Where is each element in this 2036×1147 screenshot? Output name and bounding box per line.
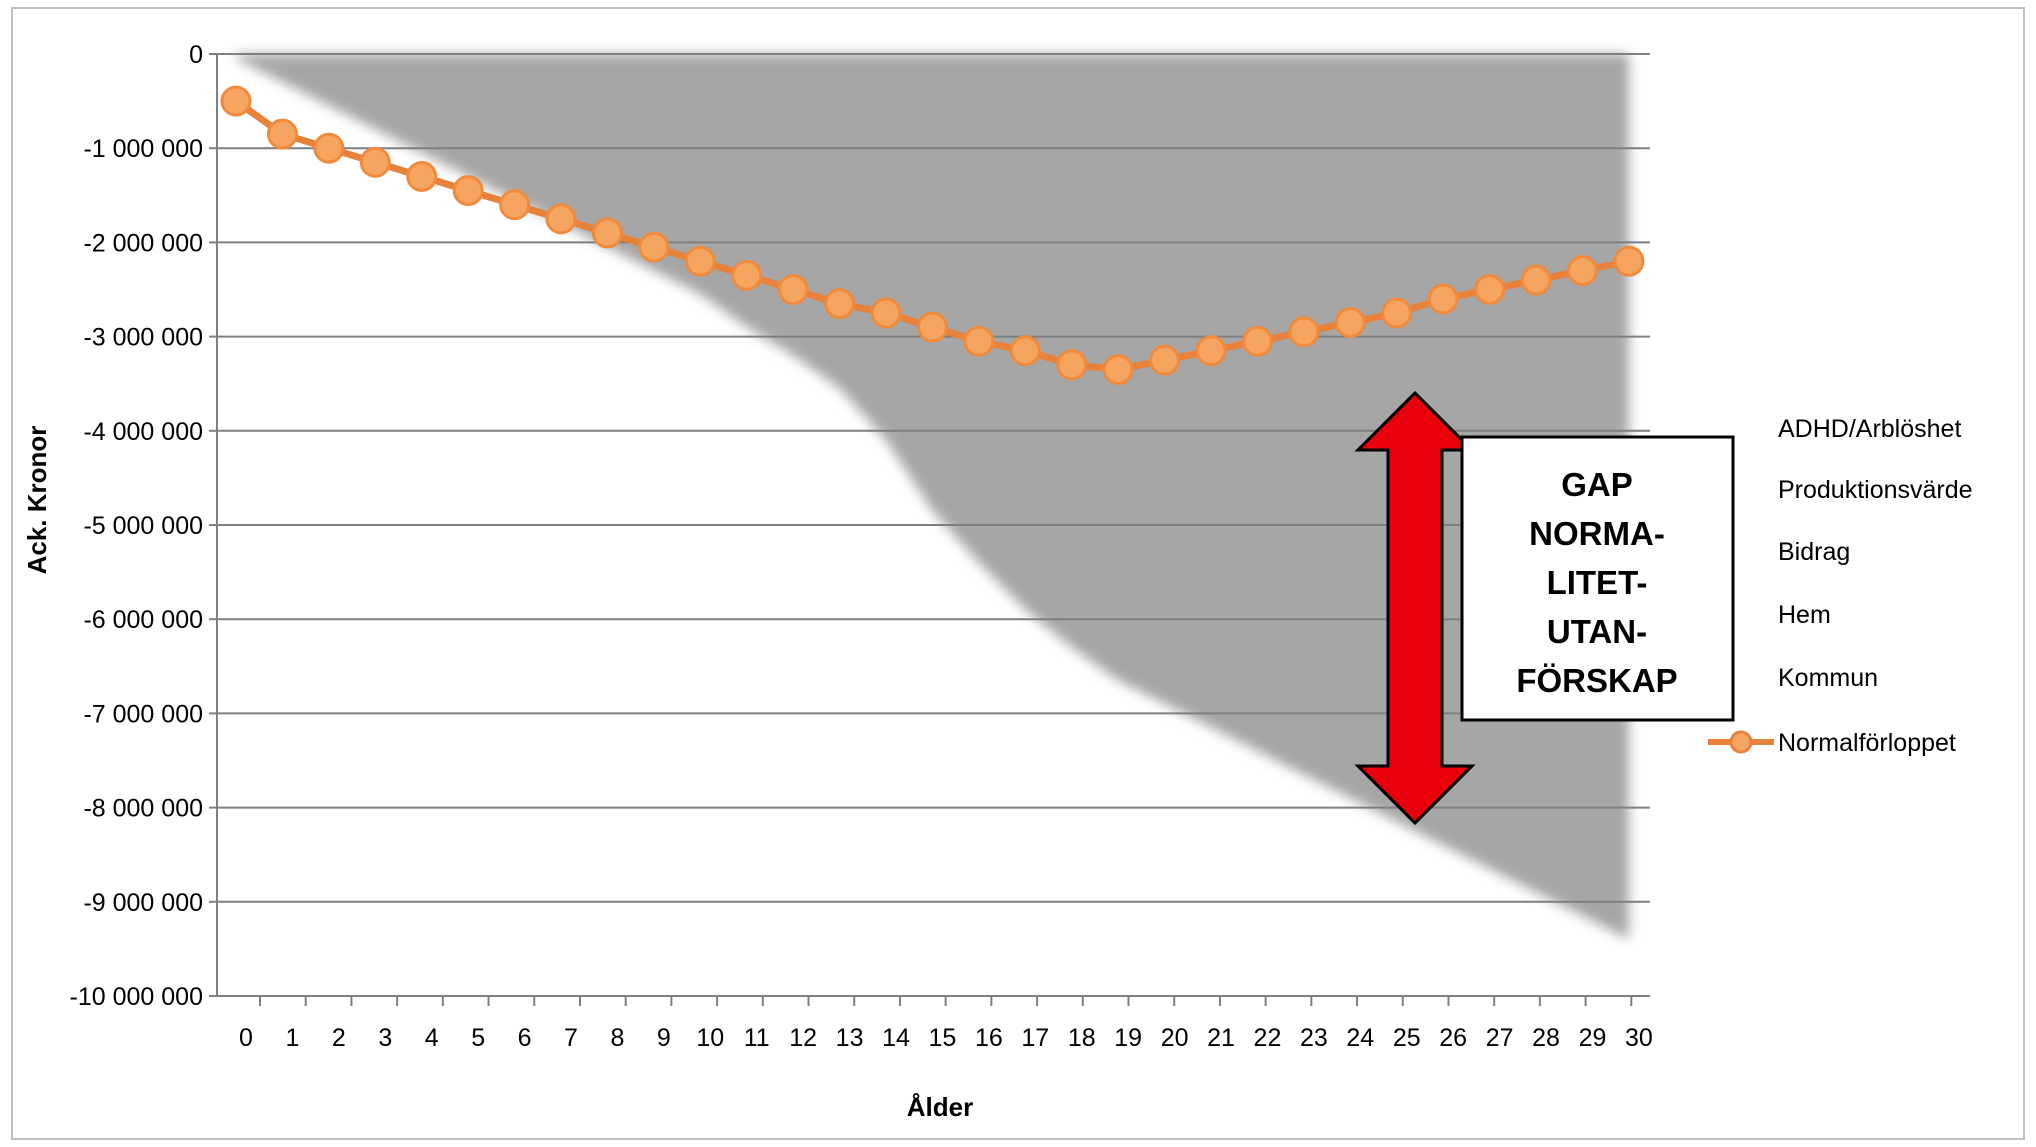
normalforloppet-point <box>266 118 298 150</box>
x-tick-label: 27 <box>1486 1024 1514 1052</box>
x-tick-label: 9 <box>657 1024 671 1052</box>
x-tick-label: 8 <box>610 1024 624 1052</box>
y-tick-label: -5 000 000 <box>83 512 203 540</box>
normalforloppet-point <box>359 146 391 178</box>
normalforloppet-point <box>406 160 438 192</box>
x-tick-label: 12 <box>789 1024 817 1052</box>
y-tick-label: -1 000 000 <box>83 135 203 163</box>
y-tick-label: -8 000 000 <box>83 795 203 823</box>
x-tick-label: 29 <box>1579 1024 1607 1052</box>
legend-entry-kommun: Kommun <box>1778 664 1878 692</box>
x-tick-label: 3 <box>378 1024 392 1052</box>
y-tick-label: -7 000 000 <box>83 700 203 728</box>
x-tick-label: 22 <box>1254 1024 1282 1052</box>
normalforloppet-point <box>499 189 531 221</box>
normalforloppet-point <box>545 203 577 235</box>
normalforloppet-point <box>1334 306 1366 338</box>
line-layer <box>220 85 1645 386</box>
x-tick-label: 15 <box>929 1024 957 1052</box>
x-tick-label: 26 <box>1439 1024 1467 1052</box>
legend-entry-produktionsvarde: Produktionsvärde <box>1778 476 1973 504</box>
x-tick-label: 30 <box>1625 1024 1653 1052</box>
gap-label-box <box>1460 435 1735 722</box>
x-tick-label: 6 <box>518 1024 532 1052</box>
legend-entry-normalforloppet: Normalförloppet <box>1778 729 1956 757</box>
normalforloppet-point <box>777 274 809 305</box>
normalforloppet-point <box>1102 354 1134 386</box>
x-tick-label: 28 <box>1532 1024 1560 1052</box>
x-tick-label: 14 <box>882 1024 910 1052</box>
normalforloppet-point <box>220 85 252 117</box>
x-axis-title: Ålder <box>907 1092 973 1122</box>
normalforloppet-point <box>916 311 948 343</box>
y-tick-label: 0 <box>189 41 203 69</box>
x-tick-label: 16 <box>975 1024 1003 1052</box>
gap-label-line: GAP <box>1561 466 1633 503</box>
x-tick-label: 11 <box>744 1024 770 1052</box>
normalforloppet-point <box>870 297 902 329</box>
normalforloppet-point <box>963 325 995 357</box>
legend: ADHD/Arblöshet Produktionsvärde Bidrag H… <box>1708 415 1973 757</box>
x-tick-label: 20 <box>1161 1024 1189 1052</box>
normalforloppet-point <box>1427 283 1459 315</box>
normalforloppet-point <box>1613 245 1645 277</box>
y-tick-label: -2 000 000 <box>83 229 203 257</box>
legend-marker-swatch <box>1729 730 1753 754</box>
x-tick-label: 5 <box>471 1024 485 1052</box>
normalforloppet-point <box>1381 297 1413 329</box>
normalforloppet-point <box>1566 255 1598 287</box>
normalforloppet-point <box>1474 274 1506 305</box>
gap-label-line: UTAN- <box>1547 613 1647 650</box>
x-tick-label: 17 <box>1021 1024 1049 1052</box>
x-tick-label: 24 <box>1346 1024 1374 1052</box>
x-tick-label: 10 <box>696 1024 724 1052</box>
gap-label-line: LITET- <box>1547 564 1648 601</box>
x-tick-label: 2 <box>332 1024 346 1052</box>
normalforloppet-point <box>1241 325 1273 357</box>
normalforloppet-point <box>1009 335 1041 367</box>
y-axis-title: Ack. Kronor <box>22 426 52 575</box>
normalforloppet-point <box>1056 349 1088 381</box>
x-tick-label: 18 <box>1068 1024 1096 1052</box>
x-tick-label: 25 <box>1393 1024 1421 1052</box>
legend-entry-bidrag: Bidrag <box>1778 538 1850 566</box>
x-tick-label: 1 <box>285 1024 299 1052</box>
normalforloppet-point <box>824 288 856 320</box>
x-tick-label: 13 <box>836 1024 864 1052</box>
x-tick-label: 4 <box>425 1024 439 1052</box>
normalforloppet-point <box>1288 316 1320 348</box>
x-tick-label: 21 <box>1207 1024 1235 1052</box>
legend-entry-hem: Hem <box>1778 601 1831 629</box>
x-tick-label: 19 <box>1114 1024 1142 1052</box>
y-tick-label: -6 000 000 <box>83 606 203 634</box>
normalforloppet-point <box>452 175 484 207</box>
normalforloppet-point <box>1195 335 1227 367</box>
x-tick-label: 7 <box>564 1024 578 1052</box>
gap-label-line: NORMA- <box>1529 515 1665 552</box>
normalforloppet-point <box>638 231 670 263</box>
normalforloppet-point <box>1520 264 1552 296</box>
normalforloppet-point <box>731 259 763 291</box>
y-tick-label: -3 000 000 <box>83 324 203 352</box>
y-tick-label: -9 000 000 <box>83 889 203 917</box>
x-tick-label: 23 <box>1300 1024 1328 1052</box>
axis-layer: 0 -1 000 000 -2 000 000 -3 000 000 -4 000 00… <box>70 41 1653 1052</box>
stacked-area <box>236 54 1629 940</box>
legend-entry-adhd: ADHD/Arblöshet <box>1778 415 1961 443</box>
gap-label-line: FÖRSKAP <box>1516 662 1677 699</box>
normalforloppet-point <box>684 245 716 277</box>
y-tick-label: -10 000 000 <box>70 983 203 1011</box>
normalforloppet-point <box>1149 344 1181 376</box>
normalforloppet-point <box>591 217 623 249</box>
gap-arrow-icon <box>1354 390 1476 826</box>
normalforloppet-point <box>313 132 345 164</box>
area-layer <box>236 54 1629 940</box>
x-tick-label: 0 <box>239 1024 253 1052</box>
gap-annotation: GAP NORMA- LITET- UTAN- FÖRSKAP <box>1354 390 1735 826</box>
y-tick-label: -4 000 000 <box>83 418 203 446</box>
